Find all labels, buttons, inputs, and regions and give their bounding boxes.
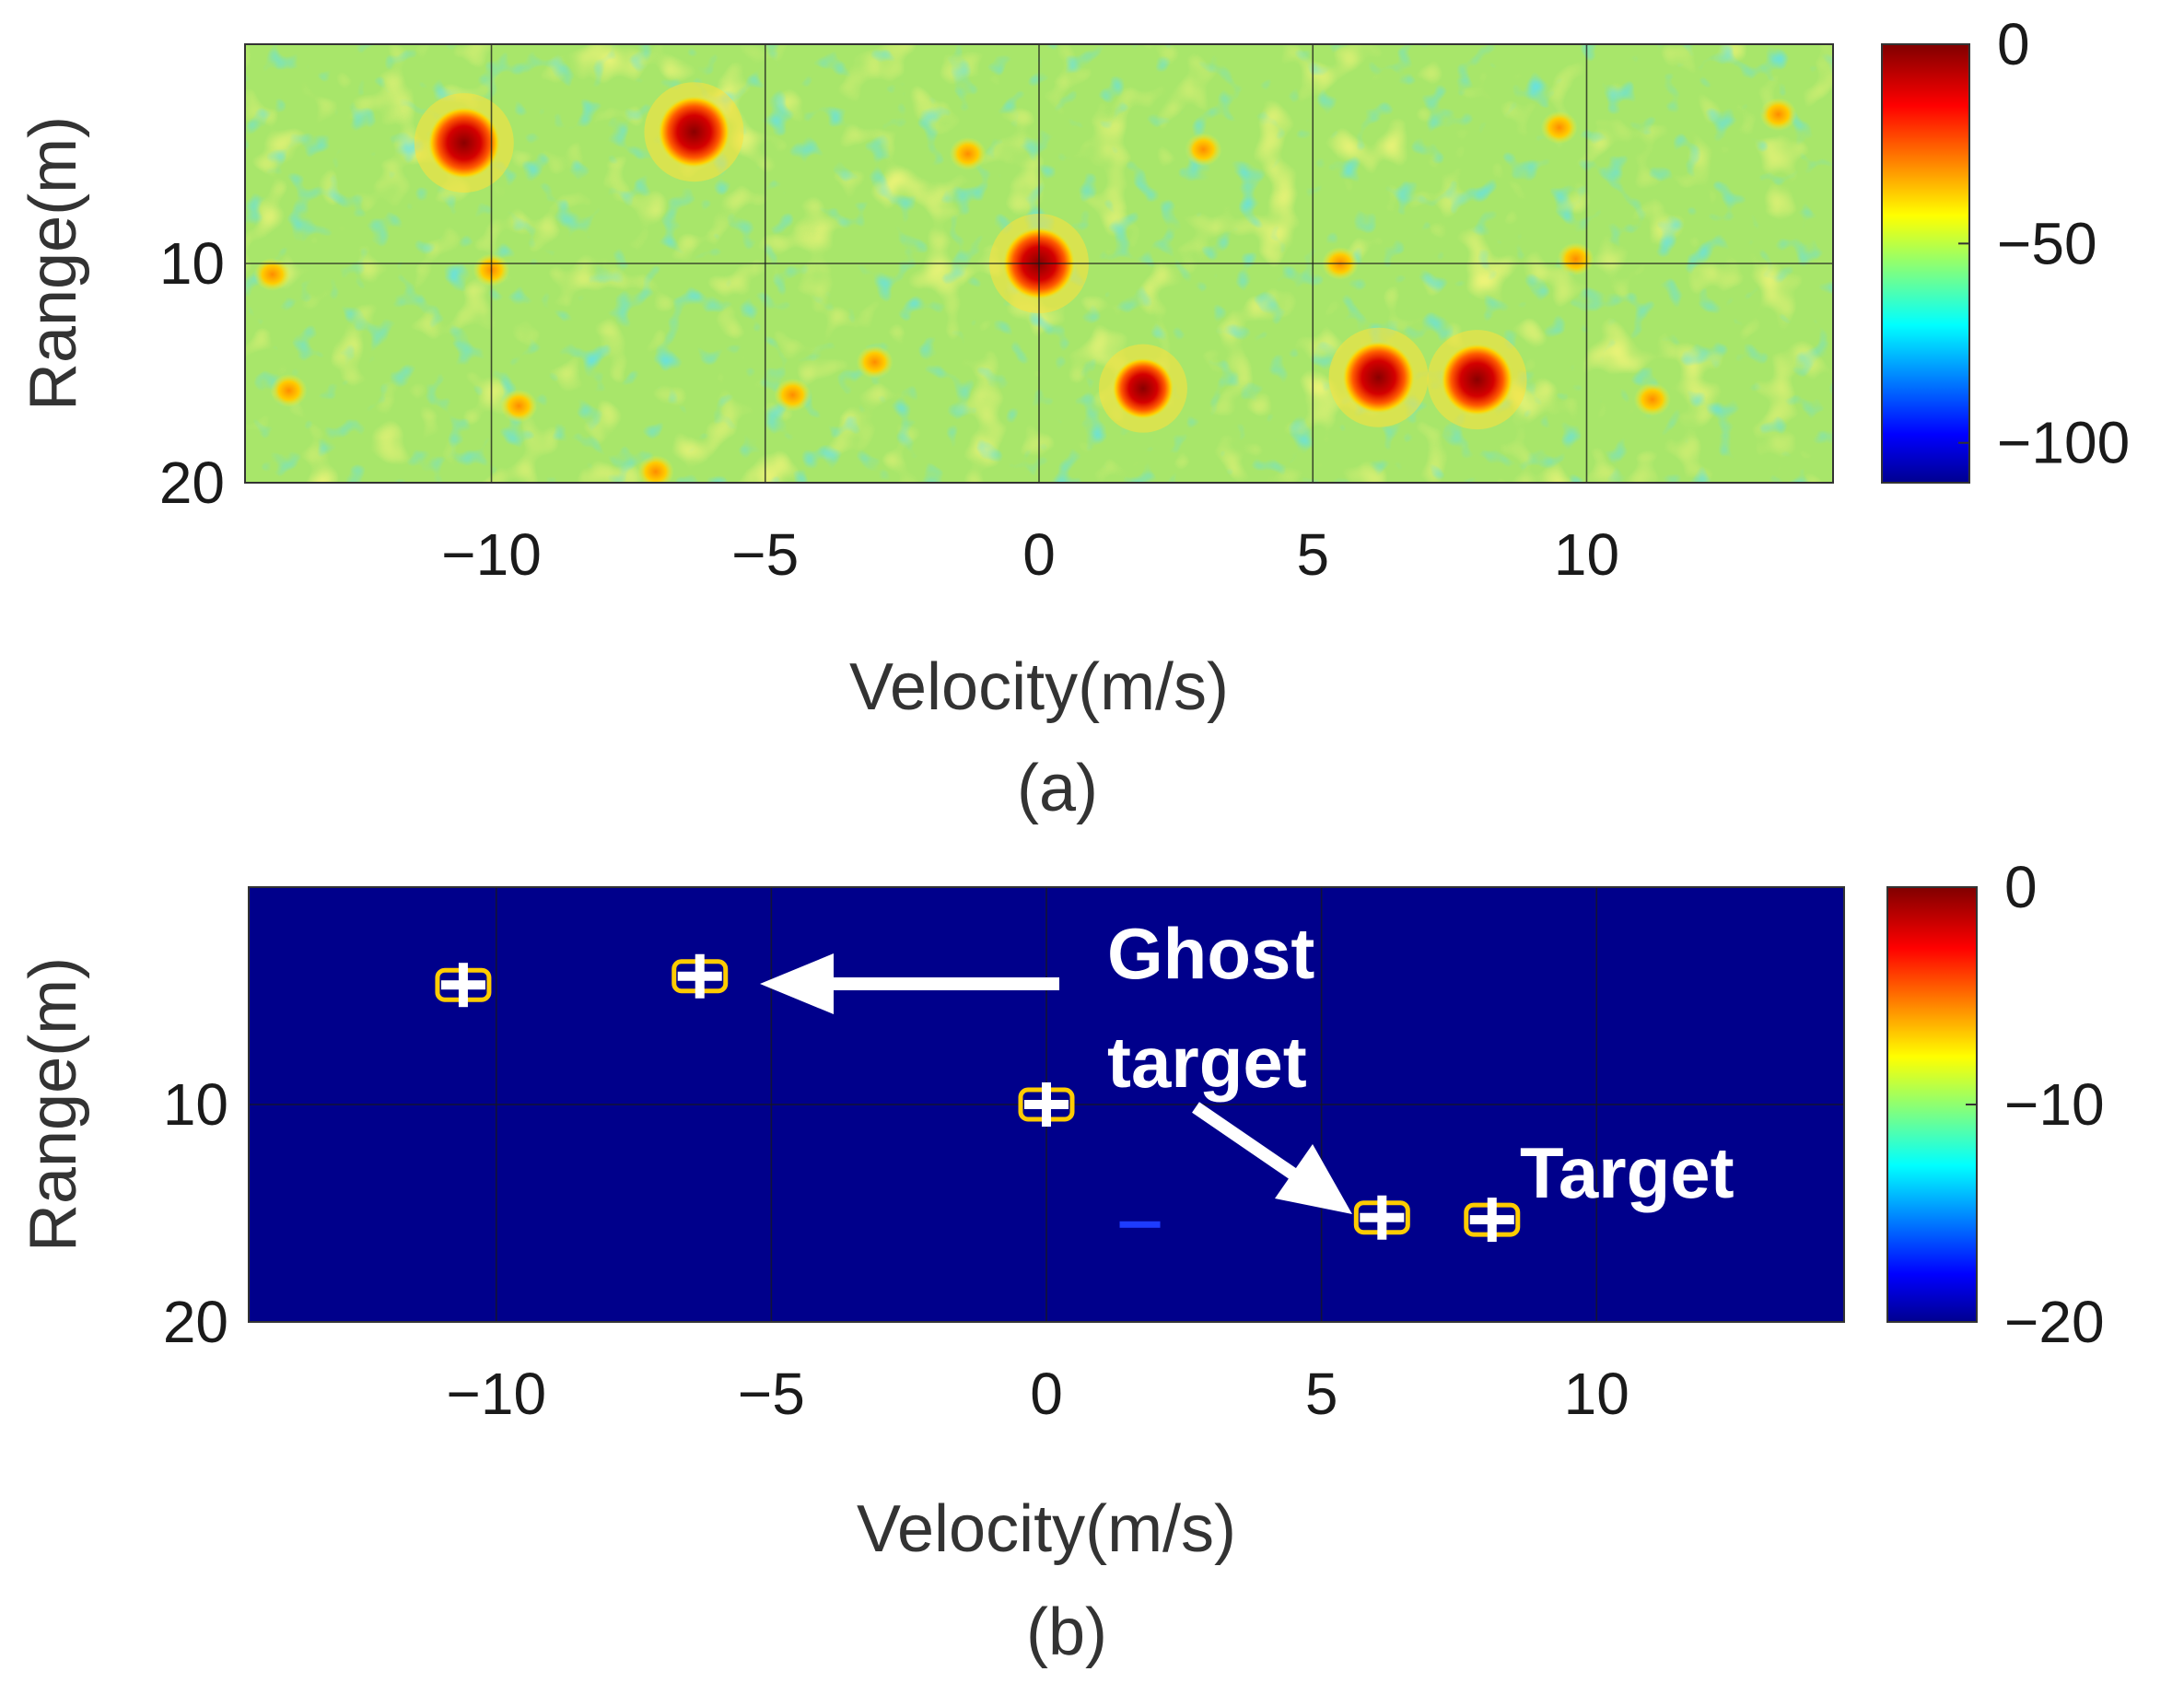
sidelobe-spot <box>856 345 893 380</box>
ghost-label-line2: target <box>1107 1022 1307 1103</box>
target-peak <box>1111 357 1174 420</box>
y-tick-label: 10 <box>159 230 225 297</box>
sidelobe-spot <box>1540 111 1578 145</box>
x-tick-label: −10 <box>441 521 542 588</box>
detection-cross-v <box>1487 1198 1497 1243</box>
target-peak <box>657 95 731 170</box>
colorbar-tick-label: −10 <box>2004 1071 2105 1138</box>
sidelobe-spot <box>1185 133 1222 167</box>
heatmap-panel-b: −10 −5 0 5 10 10 20 Ghost target Target Veloc… <box>17 854 2105 1669</box>
colorbar-tick-label: 0 <box>2004 854 2038 920</box>
detection-cross-v <box>1042 1082 1051 1127</box>
target-peak <box>1341 340 1416 415</box>
x-tick-label: 0 <box>1022 521 1056 588</box>
sidelobe-spot <box>270 374 308 408</box>
colorbar-a <box>1881 43 1970 484</box>
colorbar-b <box>1886 886 1978 1323</box>
sidelobe-spot <box>949 137 987 170</box>
ghost-arrow-left-head <box>760 953 834 1014</box>
y-axis-label-b: Range(m) <box>17 957 90 1252</box>
sidelobe-spot <box>253 257 291 291</box>
sidelobe-spot <box>500 389 538 423</box>
target-peak <box>426 106 501 181</box>
x-tick-label: −10 <box>446 1361 546 1427</box>
caption-a: (a) <box>1017 752 1098 825</box>
sidelobe-spot <box>1633 382 1671 416</box>
caption-b: (b) <box>1026 1596 1107 1669</box>
y-tick-label: 10 <box>163 1071 228 1138</box>
ghost-target-annotation: Ghost target <box>760 913 1352 1214</box>
x-tick-label: 10 <box>1564 1361 1629 1427</box>
target-peak <box>1440 343 1514 417</box>
x-tick-label: −5 <box>738 1361 805 1427</box>
ghost-label-line1: Ghost <box>1107 913 1314 994</box>
x-axis-label-b: Velocity(m/s) <box>857 1492 1236 1566</box>
detection-cross-v <box>458 963 468 1008</box>
sidelobe-spot <box>637 455 674 483</box>
sidelobe-spot <box>1557 242 1594 276</box>
x-tick-label: 10 <box>1554 521 1619 588</box>
weak-detection <box>1119 1221 1161 1228</box>
ghost-arrow-down-head <box>1275 1144 1352 1214</box>
colorbar-tick-label: −50 <box>1997 210 2097 276</box>
y-tick-label: 20 <box>163 1289 228 1355</box>
plot-frame-b <box>248 886 1845 1323</box>
y-tick-label: 20 <box>159 450 225 516</box>
plot-frame-a <box>244 43 1834 484</box>
target-label: Target <box>1520 1132 1734 1213</box>
x-tick-label: 5 <box>1296 521 1329 588</box>
detection-cross-v <box>1377 1195 1387 1240</box>
ghost-arrow-down-shaft <box>1192 1102 1304 1185</box>
colorbar-tick-label: 0 <box>1997 11 2030 77</box>
x-axis-label-a: Velocity(m/s) <box>849 650 1229 724</box>
y-axis-label-a: Range(m) <box>17 116 90 411</box>
x-tick-label: 0 <box>1030 1361 1063 1427</box>
sidelobe-spot <box>1759 98 1797 132</box>
x-tick-label: 5 <box>1305 1361 1338 1427</box>
detection-cross-v <box>695 953 705 999</box>
x-tick-label: −5 <box>731 521 799 588</box>
colorbar-tick-label: −20 <box>2004 1289 2105 1355</box>
sidelobe-spot <box>774 378 812 412</box>
colorbar-tick-label: −100 <box>1997 410 2130 476</box>
